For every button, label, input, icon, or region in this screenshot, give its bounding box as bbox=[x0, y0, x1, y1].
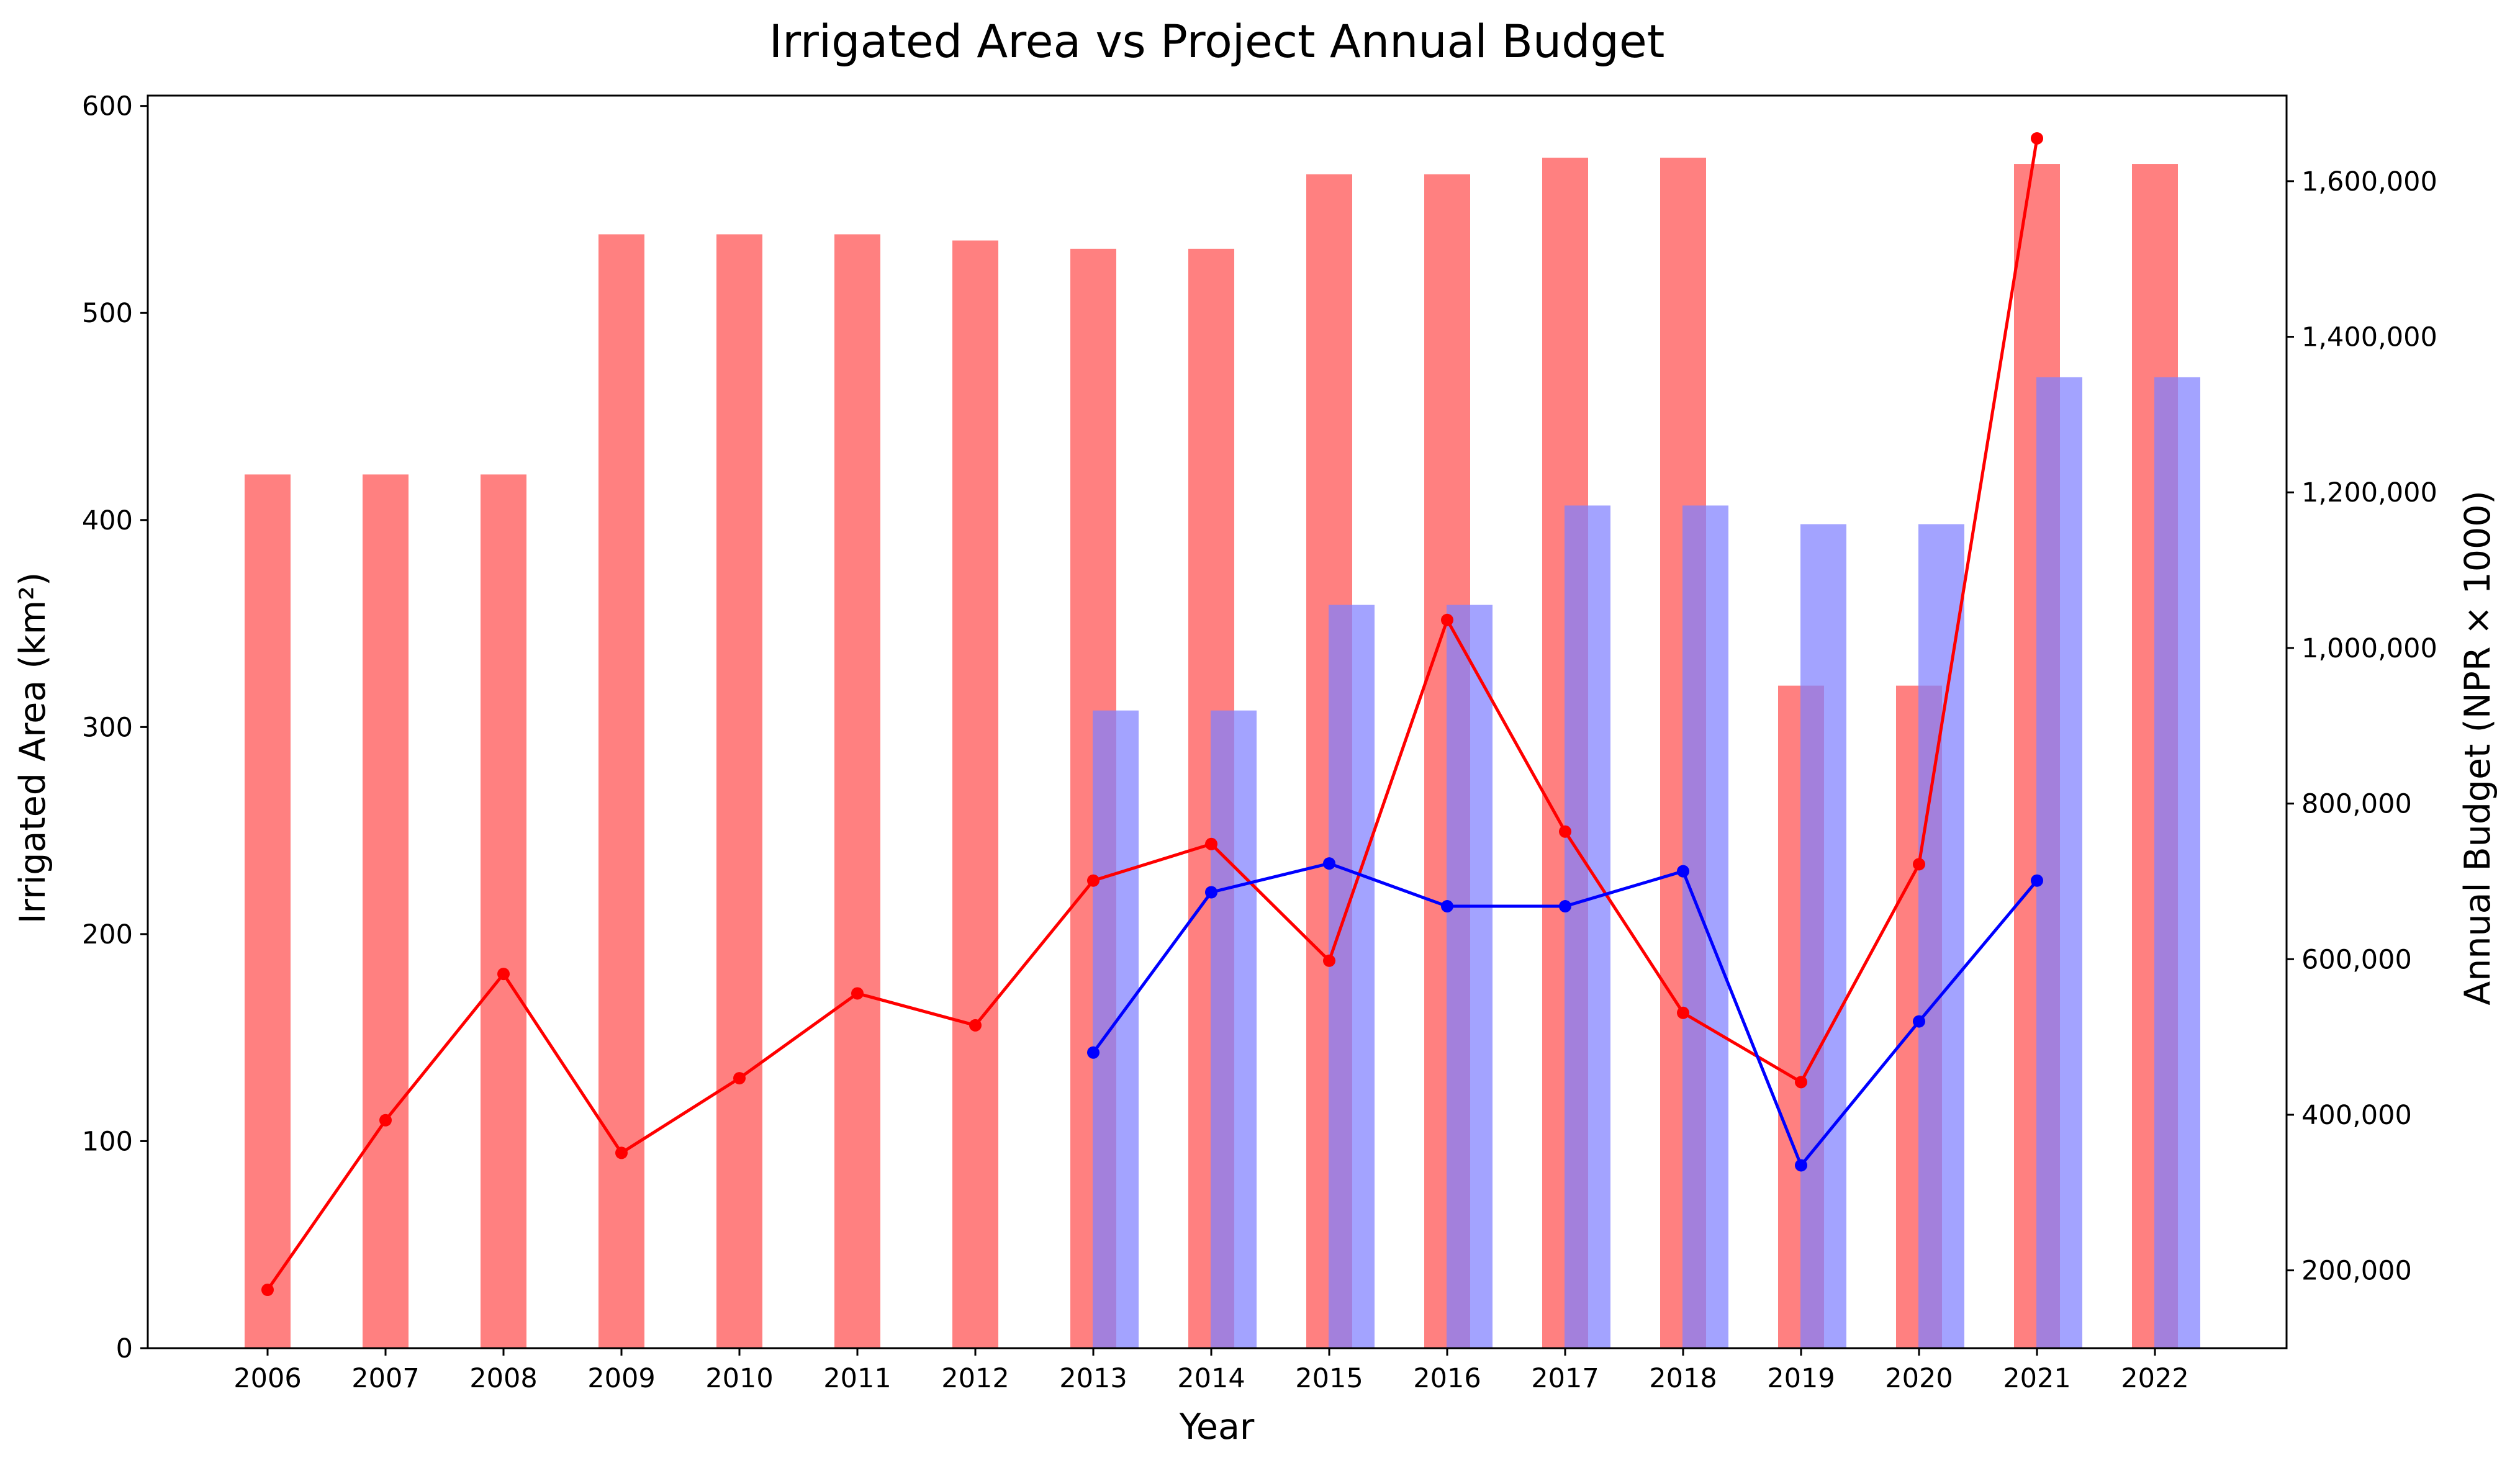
bar-b-2013 bbox=[1093, 710, 1139, 1348]
y-left-tick-label-500: 500 bbox=[82, 298, 133, 329]
budget-a-line bbox=[266, 138, 2039, 1291]
y-left-tick-label-0: 0 bbox=[116, 1333, 133, 1364]
budget-b-point-2020 bbox=[1913, 1015, 1925, 1028]
bar-b-2022 bbox=[2154, 377, 2200, 1348]
bar-a-2012 bbox=[952, 240, 998, 1349]
x-axis-title: Year bbox=[1179, 1407, 1255, 1447]
bar-b-2021 bbox=[2036, 377, 2082, 1348]
y-right-tick-label-800,000: 800,000 bbox=[2301, 789, 2412, 820]
y-left-tick-label-100: 100 bbox=[82, 1126, 133, 1157]
bar-b-2016 bbox=[1447, 605, 1493, 1348]
x-tick-label-2013: 2013 bbox=[1059, 1363, 1127, 1394]
bar-b-2020 bbox=[1918, 524, 1964, 1348]
x-tick-label-2006: 2006 bbox=[233, 1363, 301, 1394]
budget-a-point-2016 bbox=[1441, 613, 1453, 626]
x-tick-label-2011: 2011 bbox=[823, 1363, 891, 1394]
budget-b-point-2018 bbox=[1677, 865, 1689, 878]
x-tick-label-2018: 2018 bbox=[1649, 1363, 1717, 1394]
x-tick-label-2016: 2016 bbox=[1413, 1363, 1481, 1394]
budget-b-point-2017 bbox=[1559, 900, 1571, 913]
y-left-tick-label-200: 200 bbox=[82, 919, 133, 950]
plot-layer: 2006 2007 2008 2009 2010 2011 2012 2013 2014 2015… bbox=[82, 91, 2437, 1394]
budget-a-point-2019 bbox=[1795, 1076, 1807, 1089]
budget-a-point-2017 bbox=[1559, 825, 1571, 838]
x-tick-label-2012: 2012 bbox=[941, 1363, 1009, 1394]
bar-a-2009 bbox=[598, 234, 644, 1349]
y-right-tick-label-600,000: 600,000 bbox=[2301, 944, 2412, 975]
x-tick-label-2021: 2021 bbox=[2003, 1363, 2071, 1394]
budget-a-point-2013 bbox=[1087, 874, 1100, 887]
budget-b-point-2019 bbox=[1795, 1159, 1807, 1172]
bar-a-2007 bbox=[363, 474, 409, 1348]
x-tick-label-2019: 2019 bbox=[1767, 1363, 1835, 1394]
y-right-tick-label-1,400,000: 1,400,000 bbox=[2301, 322, 2437, 353]
budget-b-point-2013 bbox=[1087, 1046, 1100, 1059]
bar-a-2008 bbox=[481, 474, 526, 1348]
y-left-tick-label-400: 400 bbox=[82, 505, 133, 536]
x-tick-label-2020: 2020 bbox=[1885, 1363, 1953, 1394]
x-tick-label-2008: 2008 bbox=[469, 1363, 537, 1394]
budget-a-point-2012 bbox=[969, 1019, 982, 1032]
bar-b-2015 bbox=[1329, 605, 1375, 1348]
budget-a-point-2009 bbox=[615, 1146, 628, 1159]
y-left-tick-label-600: 600 bbox=[82, 91, 133, 122]
budget-a-point-2020 bbox=[1913, 858, 1925, 871]
budget-a-point-2008 bbox=[497, 968, 510, 981]
bar-b-2014 bbox=[1211, 710, 1257, 1348]
budget-a-point-2010 bbox=[733, 1072, 746, 1085]
x-tick-label-2009: 2009 bbox=[587, 1363, 655, 1394]
y-right-axis-title: Annual Budget (NPR × 1000) bbox=[2457, 490, 2498, 1006]
bar-b-2017 bbox=[1565, 505, 1610, 1349]
x-tick-label-2007: 2007 bbox=[351, 1363, 419, 1394]
x-tick-label-2017: 2017 bbox=[1531, 1363, 1599, 1394]
y-left-axis-title: Irrigated Area (km²) bbox=[12, 572, 53, 924]
y-right-tick-label-400,000: 400,000 bbox=[2301, 1100, 2412, 1131]
budget-a-point-2021 bbox=[2031, 132, 2043, 145]
plot-frame bbox=[147, 94, 2288, 1349]
budget-a-point-2011 bbox=[851, 987, 864, 1000]
x-tick-label-2015: 2015 bbox=[1295, 1363, 1363, 1394]
budget-a-point-2018 bbox=[1677, 1006, 1689, 1019]
budget-a-point-2015 bbox=[1323, 954, 1335, 967]
budget-b-point-2015 bbox=[1323, 857, 1335, 870]
y-right-tick-label-200,000: 200,000 bbox=[2301, 1256, 2412, 1287]
bar-a-2010 bbox=[716, 234, 762, 1349]
x-tick-label-2014: 2014 bbox=[1177, 1363, 1245, 1394]
budget-b-point-2016 bbox=[1441, 900, 1453, 913]
budget-a-point-2014 bbox=[1205, 837, 1217, 850]
y-right-tick-label-1,600,000: 1,600,000 bbox=[2301, 166, 2437, 197]
budget-b-point-2014 bbox=[1205, 886, 1217, 899]
budget-a-point-2006 bbox=[261, 1283, 274, 1296]
bar-b-2019 bbox=[1800, 524, 1846, 1348]
y-right-tick-label-1,200,000: 1,200,000 bbox=[2301, 477, 2437, 508]
bar-a-2006 bbox=[245, 474, 291, 1348]
budget-a-point-2007 bbox=[379, 1114, 392, 1127]
y-right-tick-label-1,000,000: 1,000,000 bbox=[2301, 633, 2437, 664]
bar-a-2011 bbox=[834, 234, 880, 1349]
x-tick-label-2022: 2022 bbox=[2121, 1363, 2188, 1394]
budget-b-point-2021 bbox=[2031, 874, 2043, 887]
chart-title: Irrigated Area vs Project Annual Budget bbox=[769, 16, 1665, 68]
y-left-tick-label-300: 300 bbox=[82, 712, 133, 743]
x-tick-label-2010: 2010 bbox=[705, 1363, 773, 1394]
